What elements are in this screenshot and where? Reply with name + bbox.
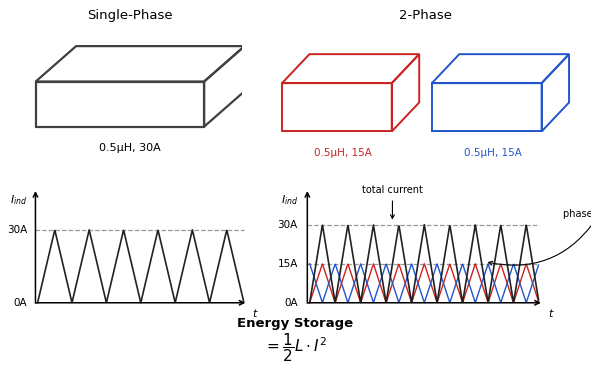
Text: $t$: $t$ [548, 307, 555, 319]
Text: 30A: 30A [7, 225, 27, 235]
Text: 0A: 0A [14, 298, 27, 308]
Text: $I_{ind}$: $I_{ind}$ [9, 193, 27, 207]
Text: phase currents: phase currents [489, 209, 591, 265]
Text: $I_{ind}$: $I_{ind}$ [281, 193, 298, 207]
Text: $= \dfrac{1}{2} L \cdot I^2$: $= \dfrac{1}{2} L \cdot I^2$ [264, 332, 327, 365]
Text: total current: total current [362, 186, 423, 219]
Text: 0.5μH, 30A: 0.5μH, 30A [99, 143, 161, 153]
Title: Single-Phase: Single-Phase [87, 9, 173, 22]
Text: 30A: 30A [278, 220, 298, 229]
Text: 0.5μH, 15A: 0.5μH, 15A [314, 147, 372, 158]
Text: 0A: 0A [284, 298, 298, 308]
Title: 2-Phase: 2-Phase [399, 9, 452, 22]
Text: 15A: 15A [278, 259, 298, 269]
Text: $t$: $t$ [252, 307, 259, 319]
Text: 0.5μH, 15A: 0.5μH, 15A [464, 147, 522, 158]
Text: Energy Storage: Energy Storage [238, 317, 353, 330]
